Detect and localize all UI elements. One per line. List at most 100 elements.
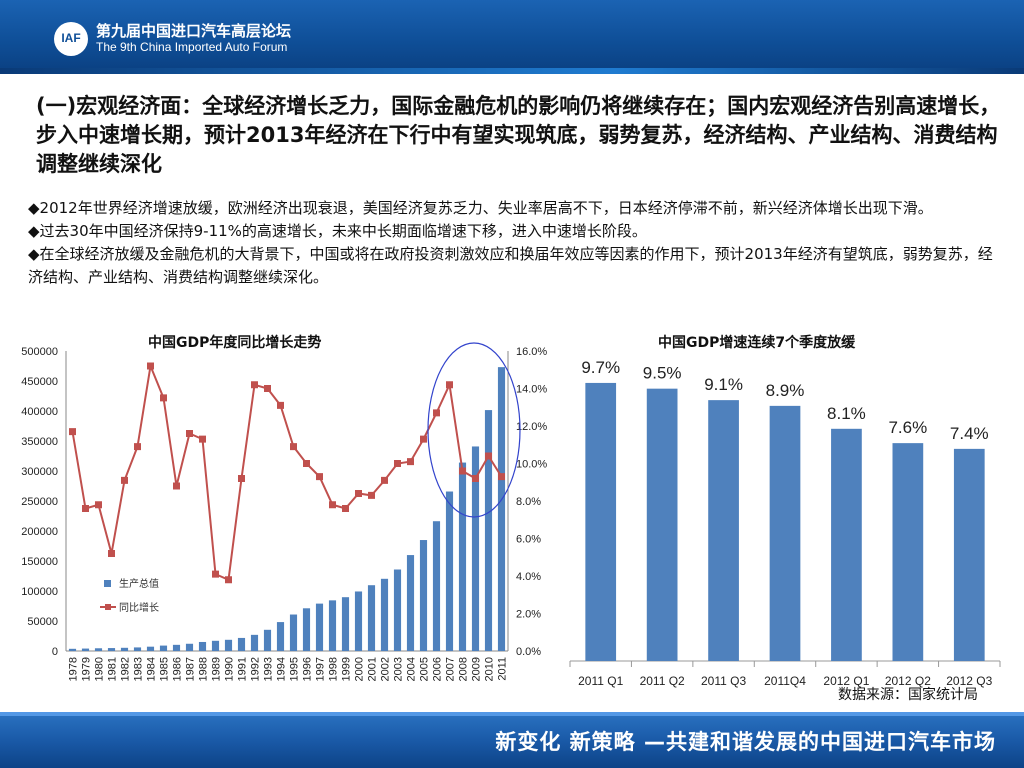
- quarter-value-label: 7.6%: [888, 418, 927, 437]
- bullet-item: ◆过去30年中国经济保持9-11%的高速增长，未来中长期面临增速下移，进入中速增…: [28, 222, 647, 240]
- highlight-circle: [427, 342, 521, 518]
- x-tick-label: 1979: [81, 657, 93, 681]
- x-tick-label: 2004: [406, 657, 418, 681]
- left-y-tick-label: 150000: [21, 556, 58, 568]
- slide-headline: (一)宏观经济面：全球经济增长乏力，国际金融危机的影响仍将继续存在；国内宏观经济…: [36, 94, 1001, 176]
- gdp-bar: [224, 639, 233, 651]
- legend-label-growth: 同比增长: [119, 601, 159, 614]
- growth-point: [238, 475, 245, 482]
- quarter-bar: [646, 388, 678, 661]
- growth-point: [69, 428, 76, 436]
- gdp-bar: [432, 521, 441, 651]
- quarter-x-label: 2011 Q2: [640, 674, 685, 688]
- bullet-item: ◆在全球经济放缓及金融危机的大背景下，中国或将在政府投资刺激效应和换届年效应等因…: [28, 245, 993, 286]
- growth-point: [407, 458, 414, 466]
- growth-point: [498, 473, 505, 481]
- growth-point: [290, 443, 297, 451]
- gdp-bar: [159, 645, 168, 651]
- gdp-bar: [471, 446, 480, 651]
- gdp-bar: [484, 410, 493, 651]
- growth-point: [303, 460, 310, 467]
- gdp-bar: [445, 491, 454, 651]
- growth-point: [173, 482, 180, 490]
- x-tick-label: 2001: [367, 657, 379, 681]
- right-y-tick-label: 12.0%: [516, 421, 547, 433]
- logo-text: IAF: [61, 31, 81, 45]
- x-tick-label: 1986: [172, 657, 184, 681]
- quarter-bar: [708, 400, 739, 661]
- growth-point: [472, 475, 479, 482]
- quarter-value-label: 8.9%: [766, 381, 805, 400]
- gdp-bar: [302, 608, 311, 651]
- header-stripe: [0, 68, 1024, 74]
- growth-point: [160, 394, 167, 402]
- quarter-x-label: 2012 Q2: [885, 674, 931, 688]
- quarter-value-label: 9.7%: [581, 358, 620, 377]
- x-tick-label: 2011: [497, 657, 509, 681]
- left-y-tick-label: 500000: [21, 346, 58, 358]
- forum-name-cn: 第九届中国进口汽车高层论坛: [96, 22, 292, 40]
- gdp-bar: [146, 646, 155, 651]
- x-tick-label: 1993: [263, 657, 275, 681]
- x-tick-label: 2007: [445, 657, 457, 681]
- left-y-tick-label: 50000: [27, 616, 58, 628]
- growth-point: [316, 473, 323, 481]
- right-y-tick-label: 6.0%: [516, 534, 541, 546]
- gdp-bar: [263, 629, 272, 651]
- growth-point: [342, 505, 349, 512]
- x-tick-label: 1980: [94, 657, 106, 681]
- gdp-bar: [133, 647, 142, 651]
- x-tick-label: 2002: [380, 657, 392, 681]
- growth-point: [199, 435, 206, 443]
- x-tick-label: 1995: [289, 657, 301, 681]
- growth-point: [95, 501, 102, 509]
- x-tick-label: 1998: [328, 657, 340, 681]
- x-tick-label: 2005: [419, 657, 431, 681]
- growth-point: [433, 409, 440, 417]
- x-tick-label: 1992: [250, 657, 262, 681]
- bullet-item: ◆2012年世界经济增速放缓，欧洲经济出现衰退，美国经济复苏乏力、失业率居高不下…: [28, 199, 933, 217]
- gdp-bar: [341, 597, 350, 651]
- growth-point: [459, 467, 466, 475]
- gdp-bar: [250, 634, 259, 651]
- x-tick-label: 1983: [133, 657, 145, 681]
- forum-name-en: The 9th China Imported Auto Forum: [96, 40, 288, 54]
- growth-line: [71, 362, 503, 582]
- right-y-tick-label: 8.0%: [516, 496, 541, 508]
- x-tick-label: 1985: [159, 657, 171, 681]
- growth-point: [329, 501, 336, 509]
- gdp-bar: [68, 648, 77, 651]
- quarter-value-label: 9.1%: [704, 375, 743, 394]
- gdp-bar: [393, 569, 402, 651]
- right-y-tick-label: 2.0%: [516, 609, 541, 621]
- quarterly-gdp-chart: 9.7% 2011 Q1 9.5% 2011 Q2 9.1% 2011 Q3 8.9% 201…: [569, 358, 1001, 688]
- left-y-tick-label: 450000: [21, 376, 58, 388]
- growth-point: [186, 430, 193, 437]
- gdp-bar: [120, 647, 129, 651]
- gdp-bar: [367, 585, 376, 651]
- quarter-x-label: 2011 Q3: [701, 674, 746, 688]
- growth-point: [368, 491, 375, 499]
- annual-gdp-chart: 5000004500004000003500003000002500002000…: [21, 342, 547, 681]
- annual-gdp-chart-title: 中国GDP年度同比增长走势: [148, 335, 322, 351]
- quarter-x-label: 2011 Q1: [578, 674, 623, 688]
- gdp-bar: [81, 648, 90, 651]
- gdp-bar: [94, 648, 103, 651]
- growth-point: [251, 381, 258, 389]
- gdp-bar: [328, 600, 337, 651]
- growth-point: [147, 362, 154, 370]
- x-tick-label: 1978: [68, 657, 80, 681]
- gdp-bar: [419, 540, 428, 651]
- quarter-value-label: 9.5%: [643, 364, 682, 383]
- growth-point: [121, 476, 128, 484]
- growth-point: [446, 381, 453, 389]
- data-source-note: 数据来源：国家统计局: [838, 687, 978, 703]
- legend-marker-growth: [105, 604, 111, 610]
- quarter-bar: [953, 448, 985, 661]
- gdp-bar: [406, 555, 415, 651]
- left-y-tick-label: 400000: [21, 406, 58, 418]
- gdp-bar: [185, 643, 194, 651]
- x-tick-label: 1989: [211, 657, 223, 681]
- gdp-bar: [276, 622, 285, 651]
- growth-point: [225, 576, 232, 584]
